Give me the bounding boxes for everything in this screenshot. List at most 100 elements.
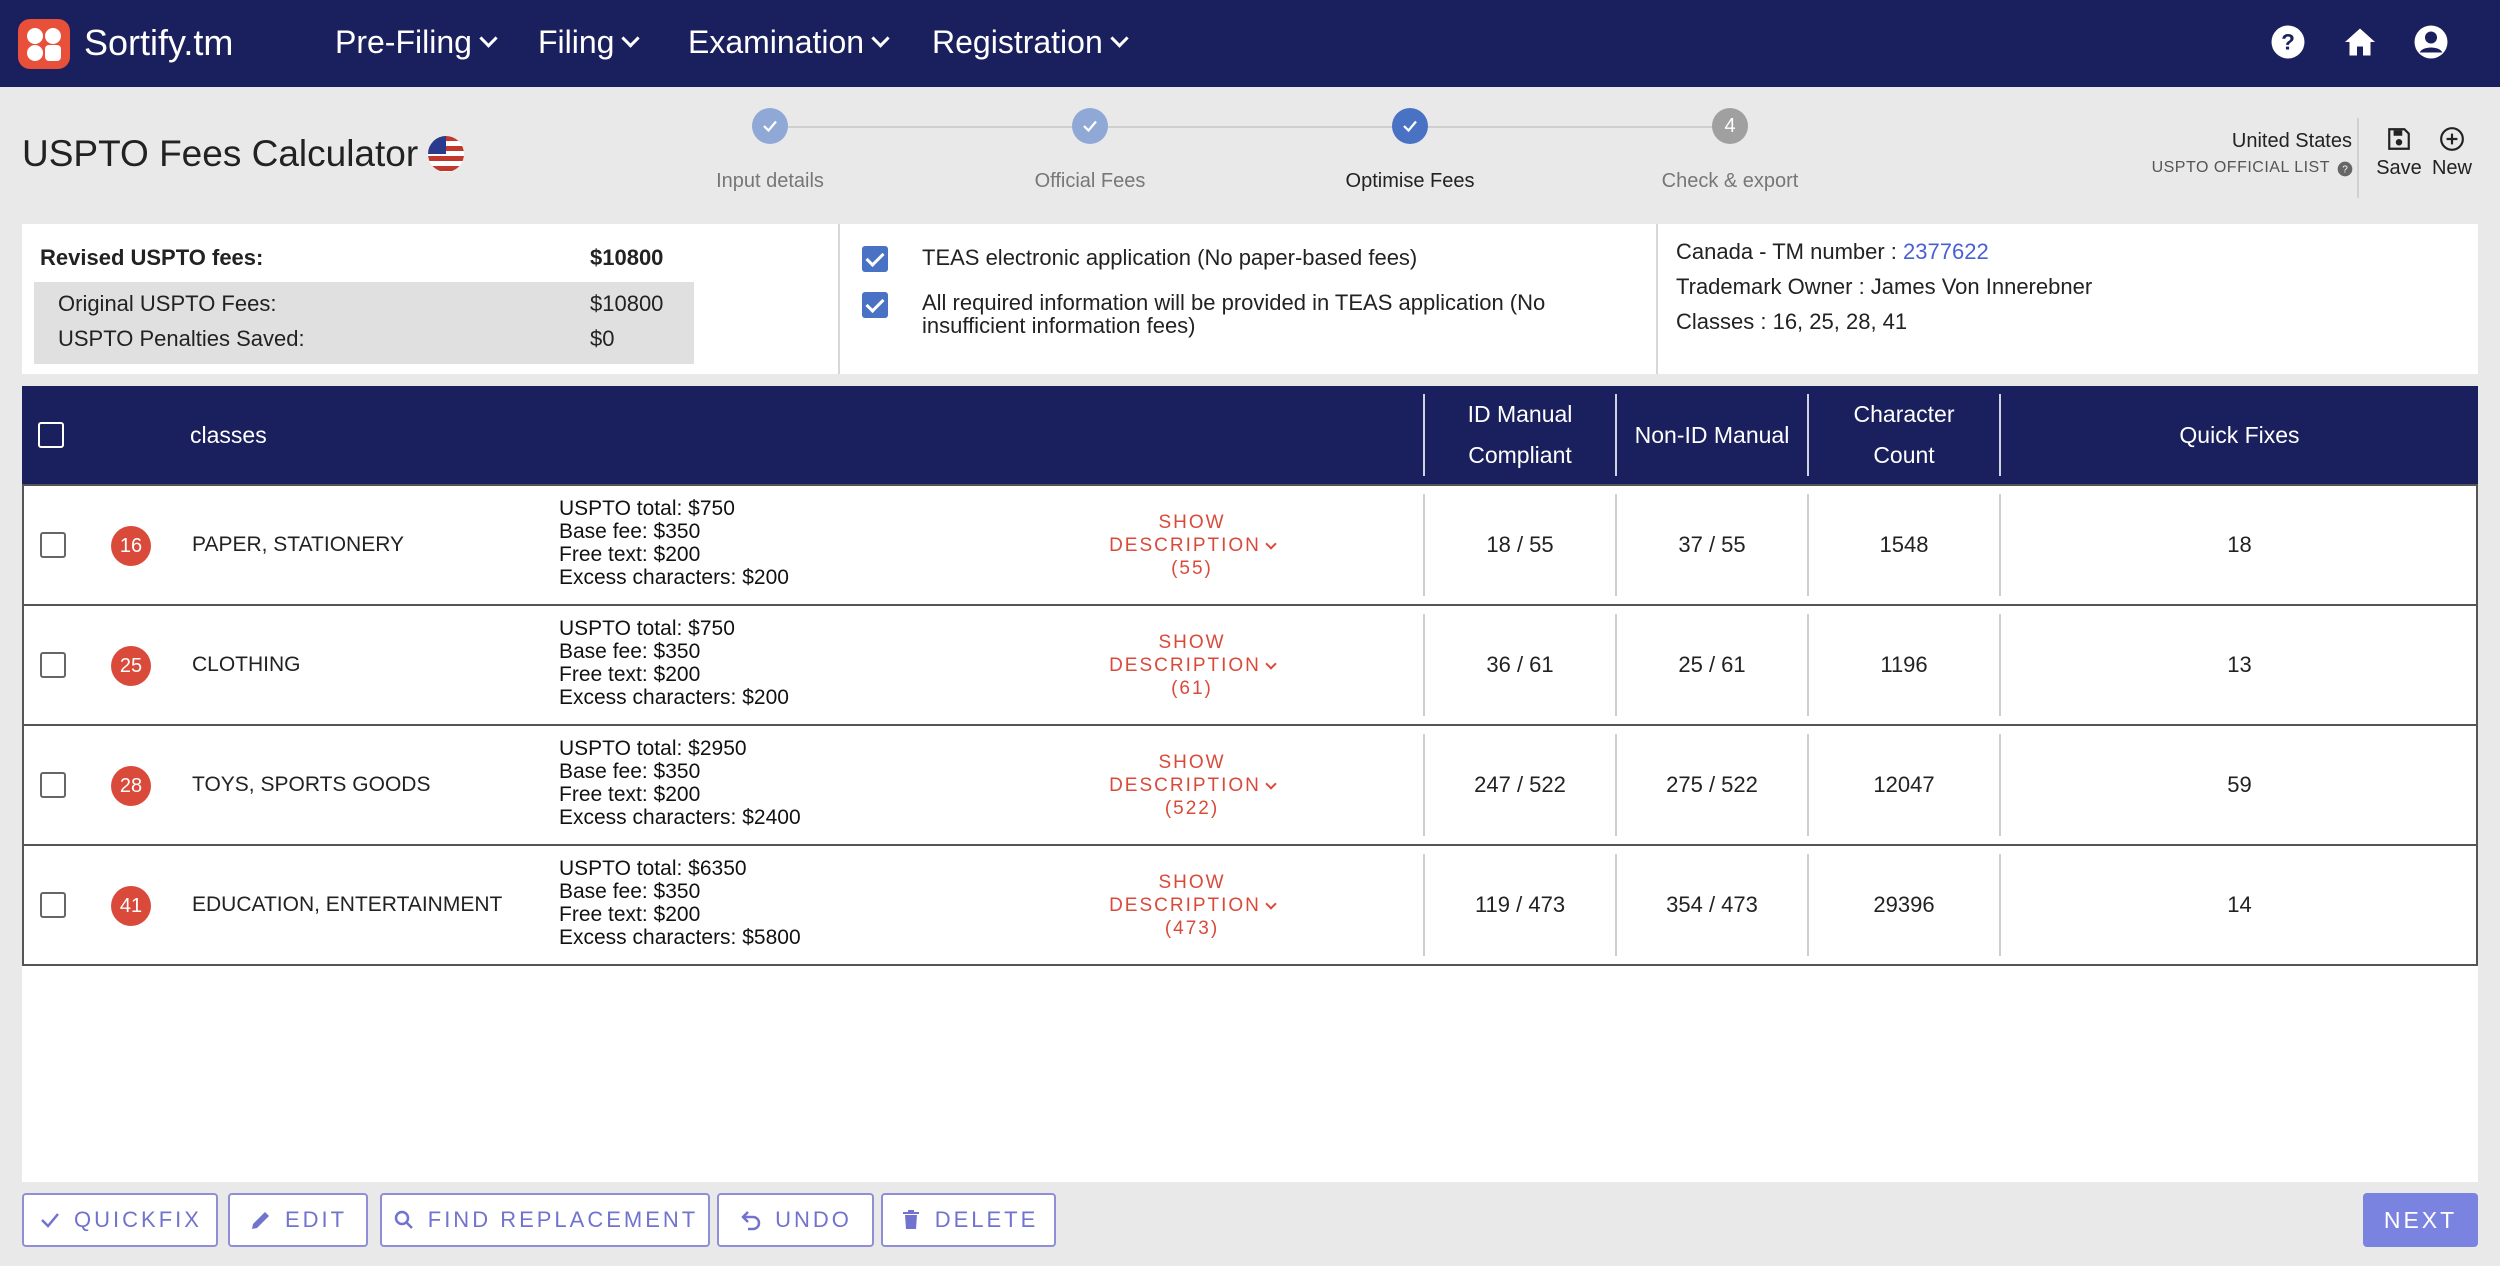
quick-fixes-count[interactable]: 18 xyxy=(2227,532,2252,557)
teas-checkbox[interactable] xyxy=(862,246,888,272)
edit-label: EDIT xyxy=(284,1207,348,1232)
cell-divider xyxy=(1807,854,1809,956)
penalties-saved-label: USPTO Penalties Saved: xyxy=(58,326,305,351)
header-id-manual[interactable]: ID Manual Compliant xyxy=(1425,386,1615,484)
tm-number-label: Canada - TM number : xyxy=(1676,239,1904,264)
penalties-saved-value: $0 xyxy=(590,326,615,351)
add-circle-icon xyxy=(2440,127,2464,151)
row-checkbox[interactable] xyxy=(40,652,66,678)
row-checkbox[interactable] xyxy=(40,532,66,558)
help-icon[interactable]: ? xyxy=(2270,24,2306,60)
page-title-text: USPTO Fees Calculator xyxy=(22,133,419,174)
step-3-check-icon[interactable] xyxy=(1392,108,1428,144)
description-text: DESCRIPTION xyxy=(1109,775,1261,796)
chevron-down-icon xyxy=(1110,29,1129,48)
quick-fixes-count[interactable]: 14 xyxy=(2227,892,2252,917)
chevron-down-icon xyxy=(1265,778,1277,790)
id-manual-compliant: 119 / 473 xyxy=(1474,892,1566,917)
official-list-label: USPTO OFFICIAL LIST xyxy=(2151,159,2330,176)
quick-fixes-count[interactable]: 13 xyxy=(2227,652,2252,677)
new-button[interactable]: New xyxy=(2427,126,2477,180)
show-description-toggle[interactable]: SHOW DESCRIPTION (522) xyxy=(1082,751,1302,820)
show-description-toggle[interactable]: SHOW DESCRIPTION (473) xyxy=(1082,871,1302,940)
cell-divider xyxy=(1999,734,2001,836)
description-text: DESCRIPTION xyxy=(1109,655,1261,676)
description-text: DESCRIPTION xyxy=(1109,895,1261,916)
search-icon xyxy=(394,1210,413,1229)
free-text-fee: Free text: $200 xyxy=(559,543,701,566)
nav-examination[interactable]: Examination xyxy=(688,24,890,61)
cell-divider xyxy=(1615,854,1617,956)
cell-divider xyxy=(1423,734,1425,836)
next-button[interactable]: NEXT xyxy=(2363,1193,2478,1247)
header-character-count[interactable]: Character Count xyxy=(1809,386,1999,484)
delete-button[interactable]: DELETE xyxy=(881,1193,1056,1247)
nav-filing[interactable]: Filing xyxy=(538,24,641,61)
save-label: Save xyxy=(2376,157,2422,179)
show-description-toggle[interactable]: SHOW DESCRIPTION (61) xyxy=(1082,631,1302,700)
quickfix-button[interactable]: QUICKFIX xyxy=(22,1193,218,1247)
original-fees-label: Original USPTO Fees: xyxy=(58,291,277,316)
excess-characters-fee: Excess characters: $2400 xyxy=(559,806,801,829)
original-fees-value: $10800 xyxy=(590,291,664,316)
tm-number-link[interactable]: 2377622 xyxy=(1903,239,1989,264)
class-number-badge: 41 xyxy=(111,886,151,926)
find-replacement-button[interactable]: FIND REPLACEMENT xyxy=(380,1193,710,1247)
nav-registration[interactable]: Registration xyxy=(932,24,1129,61)
cell-divider xyxy=(1807,734,1809,836)
free-text-fee: Free text: $200 xyxy=(559,663,701,686)
chevron-down-icon xyxy=(1265,658,1277,670)
chevron-down-icon xyxy=(621,29,641,48)
info-checkbox[interactable] xyxy=(862,292,888,318)
nav-label: Examination xyxy=(688,24,865,60)
account-icon[interactable] xyxy=(2413,24,2449,60)
table-row[interactable]: 28 TOYS, SPORTS GOODS USPTO total: $2950… xyxy=(22,724,2478,846)
excess-characters-fee: Excess characters: $5800 xyxy=(559,926,801,949)
brand-name[interactable]: Sortify.tm xyxy=(84,22,234,63)
table-row[interactable]: 41 EDUCATION, ENTERTAINMENT USPTO total:… xyxy=(22,844,2478,966)
header-classes[interactable]: classes xyxy=(190,421,267,448)
trademark-classes: Classes : 16, 25, 28, 41 xyxy=(1676,309,1908,334)
row-checkbox[interactable] xyxy=(40,892,66,918)
home-icon[interactable] xyxy=(2342,24,2378,60)
show-description-toggle[interactable]: SHOW DESCRIPTION (55) xyxy=(1082,511,1302,580)
class-fees: USPTO total: $2950 Base fee: $350 Free t… xyxy=(559,737,801,829)
fee-options: TEAS electronic application (No paper-ba… xyxy=(840,224,1658,374)
edit-button[interactable]: EDIT xyxy=(228,1193,368,1247)
show-text: SHOW xyxy=(1158,512,1226,533)
header-non-id-manual[interactable]: Non-ID Manual xyxy=(1634,421,1790,448)
step-1-check-icon[interactable] xyxy=(752,108,788,144)
stepper-line xyxy=(1428,126,1712,128)
delete-label: DELETE xyxy=(934,1207,1039,1232)
header-text: Count xyxy=(1873,442,1935,468)
help-circle-icon[interactable]: ? xyxy=(2337,161,2353,177)
class-fees: USPTO total: $6350 Base fee: $350 Free t… xyxy=(559,857,801,949)
nav-pre-filing[interactable]: Pre-Filing xyxy=(335,24,498,61)
class-name: PAPER, STATIONERY xyxy=(192,533,404,556)
divider xyxy=(2357,118,2359,198)
sortify-logo-icon[interactable] xyxy=(18,19,70,69)
table-row[interactable]: 25 CLOTHING USPTO total: $750 Base fee: … xyxy=(22,604,2478,726)
step-label-check-export[interactable]: Check & export xyxy=(1661,170,1799,192)
step-4-number[interactable]: 4 xyxy=(1712,108,1748,144)
id-manual-compliant: 18 / 55 xyxy=(1486,532,1554,557)
cell-divider xyxy=(1423,494,1425,596)
class-number-badge: 28 xyxy=(111,766,151,806)
header-text: Character xyxy=(1853,401,1955,427)
undo-button[interactable]: UNDO xyxy=(717,1193,874,1247)
header-quick-fixes[interactable]: Quick Fixes xyxy=(2179,421,2300,448)
table-row[interactable]: 16 PAPER, STATIONERY USPTO total: $750 B… xyxy=(22,484,2478,606)
step-label-optimise-fees[interactable]: Optimise Fees xyxy=(1345,170,1475,192)
svg-text:?: ? xyxy=(2281,30,2295,55)
base-fee: Base fee: $350 xyxy=(559,640,701,663)
quick-fixes-count[interactable]: 59 xyxy=(2227,772,2252,797)
chevron-down-icon xyxy=(871,29,890,48)
step-label-input-details[interactable]: Input details xyxy=(716,170,824,192)
step-label-official-fees[interactable]: Official Fees xyxy=(1034,170,1146,192)
step-2-check-icon[interactable] xyxy=(1072,108,1108,144)
select-all-checkbox[interactable] xyxy=(38,422,64,448)
row-checkbox[interactable] xyxy=(40,772,66,798)
cell-divider xyxy=(1423,614,1425,716)
save-button[interactable]: Save xyxy=(2373,126,2425,180)
header-text: ID Manual xyxy=(1467,401,1573,427)
